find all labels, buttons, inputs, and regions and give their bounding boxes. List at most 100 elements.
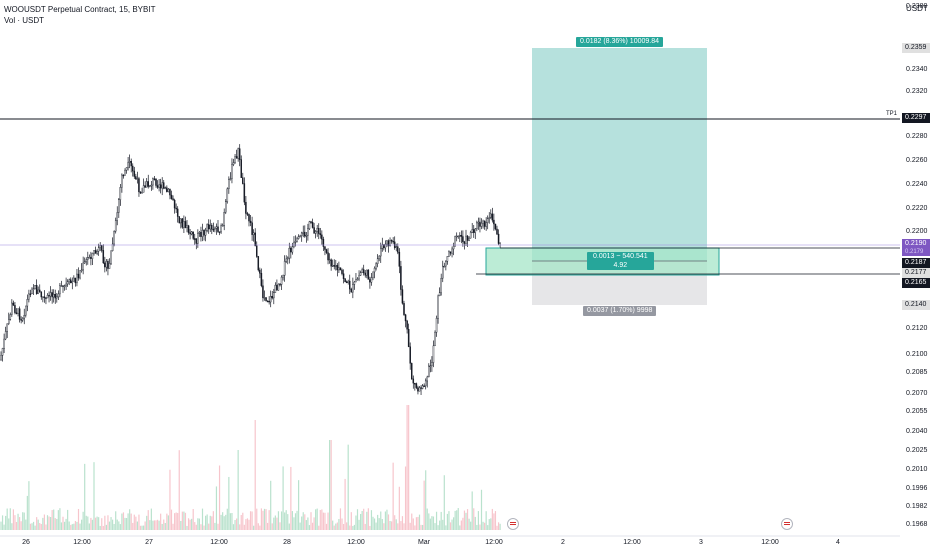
candle-body <box>206 224 208 231</box>
candle-body <box>428 365 430 378</box>
candle-body <box>131 165 134 172</box>
price-tick-label: 0.2085 <box>906 369 928 376</box>
volume-bar <box>121 513 123 530</box>
volume-bar <box>57 510 59 530</box>
volume-bar <box>431 516 433 530</box>
volume-bar <box>242 512 244 530</box>
candle-body <box>15 312 18 314</box>
candle-body <box>296 238 298 242</box>
candle-body <box>409 346 411 364</box>
volume-bar <box>429 518 431 530</box>
candle-body <box>73 277 75 282</box>
candle-body <box>35 285 38 294</box>
us-flag-icon[interactable] <box>507 518 519 530</box>
candle-body <box>497 233 500 244</box>
price-tick-label: 0.2340 <box>906 66 928 73</box>
symbol-title[interactable]: WOOUSDT Perpetual Contract, 15, BYBIT <box>4 5 156 14</box>
volume-bar <box>311 522 314 530</box>
us-flag-icon[interactable] <box>781 518 793 530</box>
loss-tag[interactable]: 0.0037 (1.70%) 9998 <box>583 306 657 316</box>
candle-body <box>438 292 441 297</box>
candle-body <box>71 281 74 284</box>
volume-bar <box>484 522 486 530</box>
candle-body <box>352 284 354 293</box>
volume-bar <box>439 520 441 530</box>
volume-bar <box>237 450 239 530</box>
volume-bar <box>183 511 185 530</box>
volume-bar <box>358 519 360 530</box>
volume-bar <box>412 518 414 530</box>
volume-bar <box>336 522 338 530</box>
volume-bar <box>301 516 303 530</box>
volume-bar <box>118 521 120 530</box>
volume-bar <box>318 525 320 530</box>
candle-body <box>479 221 481 227</box>
candle-body <box>186 225 188 228</box>
volume-bar <box>310 512 312 530</box>
volume-bar <box>267 522 269 530</box>
candle-body <box>124 170 126 176</box>
time-tick-label: 12:00 <box>347 539 365 546</box>
volume-bar <box>440 511 442 530</box>
price-tick-label: 0.1996 <box>906 485 928 492</box>
volume-bar <box>133 514 135 530</box>
volume-bar <box>389 521 391 530</box>
volume-bar <box>446 513 448 530</box>
candle-body <box>144 185 146 188</box>
candle-body <box>102 250 105 264</box>
candle-body <box>310 221 312 223</box>
volume-bar <box>88 523 90 530</box>
candle-body <box>376 258 379 264</box>
candle-body <box>257 256 260 271</box>
volume-bar <box>48 516 50 530</box>
candle-body <box>265 297 267 302</box>
volume-bar <box>282 466 284 530</box>
volume-bar <box>107 515 109 530</box>
candle-body <box>448 251 450 257</box>
candle-body <box>204 229 207 236</box>
volume-bar <box>381 519 383 530</box>
volume-bar <box>19 517 21 530</box>
price-tick-label: 0.2070 <box>906 390 928 397</box>
candle-body <box>145 181 148 188</box>
volume-bar <box>456 510 458 530</box>
volume-bar <box>480 489 483 530</box>
candle-body <box>90 256 92 259</box>
candle-body <box>217 226 219 232</box>
volume-bar <box>220 514 222 530</box>
candle-body <box>277 283 280 291</box>
volume-bar <box>25 519 27 530</box>
volume-bar <box>20 521 22 530</box>
candle-body <box>316 228 318 232</box>
volume-bar <box>493 513 495 530</box>
candle-body <box>378 255 380 259</box>
candle-body <box>273 292 275 299</box>
candle-body <box>476 222 478 230</box>
volume-bar <box>322 512 324 530</box>
candle-body <box>468 237 470 241</box>
volume-bar <box>40 524 42 530</box>
volume-bar <box>87 516 89 530</box>
entry-tag[interactable]: 0.0013 ~ 540.541 4.92 <box>587 252 654 270</box>
candle-body <box>31 288 33 295</box>
candle-body <box>293 242 295 247</box>
volume-bar <box>155 520 157 530</box>
volume-indicator-label[interactable]: Vol · USDT <box>4 16 45 25</box>
candle-body <box>389 240 391 246</box>
candle-body <box>445 261 447 267</box>
candle-body <box>299 235 301 238</box>
volume-bar <box>460 520 462 530</box>
volume-bar <box>406 405 408 530</box>
volume-bar <box>195 524 197 530</box>
volume-bar <box>101 518 103 530</box>
candle-body <box>252 232 255 235</box>
profit-tag[interactable]: 0.0182 (8.36%) 10009.84 <box>576 37 664 47</box>
candle-body <box>499 242 501 244</box>
candle-body <box>214 228 216 230</box>
volume-bar <box>335 523 337 530</box>
candle-body <box>491 213 494 221</box>
candle-body <box>466 235 469 241</box>
currency-label[interactable]: USDT <box>906 4 928 13</box>
volume-bar <box>251 511 253 530</box>
